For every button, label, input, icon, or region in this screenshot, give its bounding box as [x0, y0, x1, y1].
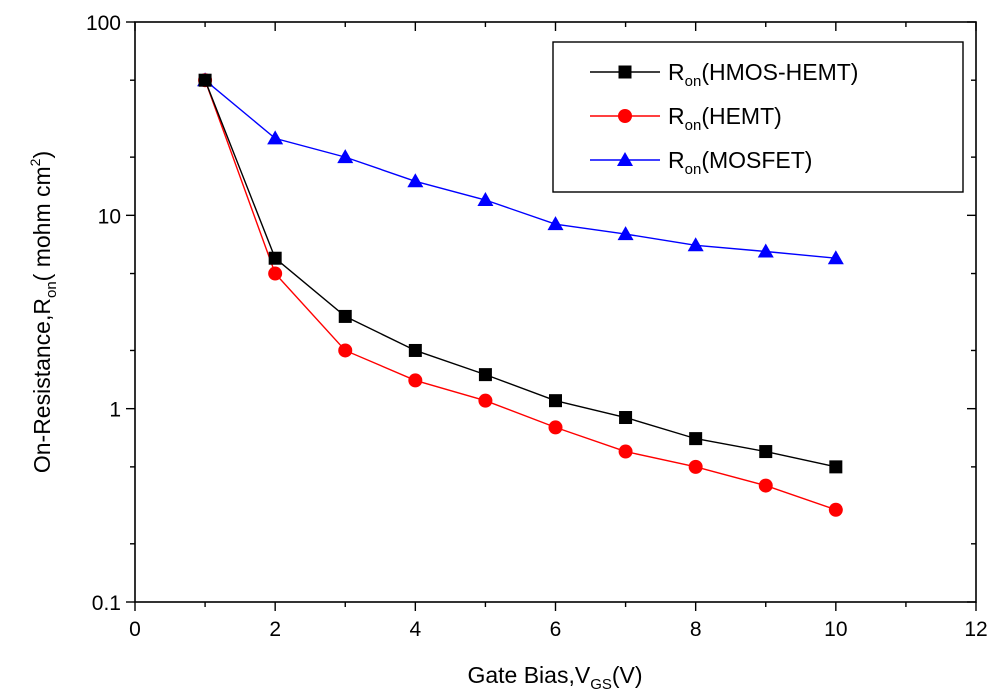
data-point — [267, 130, 284, 145]
data-point — [547, 216, 564, 231]
data-point — [688, 459, 703, 474]
data-point — [268, 251, 282, 265]
data-point — [478, 368, 492, 382]
x-tick-label: 6 — [550, 618, 562, 641]
legend-label: Ron(MOSFET) — [668, 147, 812, 178]
y-tick-label: 0.1 — [92, 592, 121, 615]
data-point — [477, 192, 494, 207]
legend-item: Ron(HMOS-HEMT) — [590, 59, 858, 90]
data-point — [829, 460, 843, 474]
data-point — [759, 445, 773, 459]
series-line — [204, 79, 836, 468]
axis-ticks: 0 2 4 6 8 10 12 0.1 1 10 100 — [86, 12, 988, 641]
legend-item: Ron(MOSFET) — [590, 147, 812, 178]
series-layer — [197, 72, 844, 517]
legend: Ron(HMOS-HEMT) Ron(HEMT) Ron(MOSFET) — [552, 41, 964, 193]
x-tick-label: 0 — [129, 618, 141, 641]
data-point — [687, 237, 704, 252]
legend-marker — [617, 152, 633, 166]
y-tick-label: 1 — [109, 399, 121, 422]
plot-frame — [134, 21, 977, 603]
data-point — [618, 444, 633, 459]
y-tick-label: 100 — [86, 12, 121, 35]
x-axis-title: Gate Bias,VGS(V) — [467, 662, 642, 693]
x-tick-label: 2 — [269, 618, 281, 641]
legend-label: Ron(HMOS-HEMT) — [668, 59, 858, 90]
data-point — [407, 173, 424, 188]
x-tick-label: 8 — [690, 618, 702, 641]
legend-item: Ron(HEMT) — [590, 103, 782, 134]
data-point — [828, 502, 843, 517]
data-point — [619, 411, 633, 425]
data-point — [757, 243, 774, 258]
data-point — [478, 393, 493, 408]
x-tick-label: 4 — [409, 618, 421, 641]
data-point — [338, 343, 353, 358]
data-point — [408, 343, 422, 357]
legend-label: Ron(HEMT) — [668, 103, 782, 134]
legend-marker — [618, 109, 632, 123]
series-0 — [198, 73, 843, 474]
data-point — [198, 73, 212, 87]
series-line — [204, 79, 837, 511]
data-point — [268, 266, 283, 281]
series-line — [204, 79, 836, 259]
legend-marker — [618, 65, 632, 79]
data-point — [617, 226, 634, 241]
data-point — [689, 432, 703, 446]
x-tick-label: 12 — [964, 618, 987, 641]
data-point — [758, 478, 773, 493]
data-point — [337, 149, 354, 164]
data-point — [548, 420, 563, 435]
y-axis-title: On-Resistance,Ron( mohm cm2) — [27, 151, 60, 473]
data-point — [549, 394, 562, 408]
data-point — [338, 309, 352, 323]
data-point — [827, 250, 844, 265]
x-tick-label: 10 — [824, 618, 847, 641]
data-point — [408, 373, 423, 388]
y-tick-label: 10 — [98, 205, 121, 228]
